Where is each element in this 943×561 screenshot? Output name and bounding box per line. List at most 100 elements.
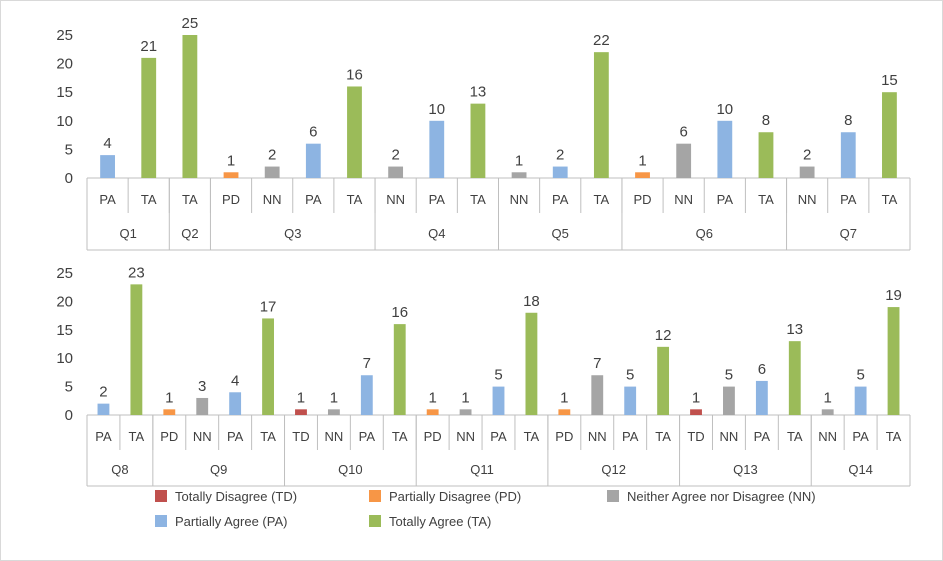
category-code-label: NN: [720, 429, 739, 444]
bar: [393, 324, 406, 415]
data-label: 1: [515, 152, 523, 169]
category-code-label: NN: [588, 429, 607, 444]
data-label: 1: [461, 389, 469, 406]
category-code-label: PD: [424, 429, 442, 444]
bar: [141, 57, 157, 178]
bar: [799, 166, 815, 178]
legend-label: Totally Agree (TA): [389, 514, 491, 529]
category-code-label: PD: [633, 192, 651, 207]
bar: [558, 409, 571, 415]
data-label: 22: [593, 32, 610, 49]
data-label: 1: [165, 389, 173, 406]
question-label: Q14: [848, 462, 873, 477]
bar: [635, 172, 650, 178]
data-label: 1: [824, 389, 832, 406]
legend-swatch: [369, 515, 381, 527]
category-code-label: NN: [263, 192, 282, 207]
category-code-label: TA: [594, 192, 610, 207]
category-code-label: NN: [798, 192, 817, 207]
y-tick-label: 15: [56, 322, 73, 339]
data-label: 2: [803, 147, 811, 164]
data-label: 8: [762, 112, 770, 129]
bar: [657, 346, 670, 415]
category-code-label: TA: [882, 192, 898, 207]
data-label: 3: [198, 378, 206, 395]
data-label: 16: [391, 304, 408, 321]
y-tick-label: 25: [56, 265, 73, 282]
bar: [130, 284, 143, 415]
category-code-label: NN: [386, 192, 405, 207]
question-label: Q5: [552, 226, 569, 241]
data-label: 1: [330, 389, 338, 406]
question-label: Q13: [733, 462, 758, 477]
category-code-label: PA: [852, 429, 869, 444]
data-label: 1: [692, 389, 700, 406]
data-label: 5: [856, 367, 864, 384]
category-code-label: PA: [99, 192, 116, 207]
y-tick-label: 0: [65, 170, 73, 187]
question-label: Q7: [840, 226, 857, 241]
bar: [821, 409, 834, 415]
data-label: 6: [309, 124, 317, 141]
category-code-label: NN: [325, 429, 344, 444]
bar: [295, 409, 307, 415]
category-code-label: PA: [95, 429, 112, 444]
bar: [887, 307, 900, 415]
bar: [388, 166, 404, 178]
legend-swatch: [155, 515, 167, 527]
data-label: 4: [231, 372, 239, 389]
category-code-label: PA: [717, 192, 734, 207]
category-code-label: TD: [687, 429, 704, 444]
bar: [163, 409, 176, 415]
y-tick-label: 10: [56, 350, 73, 367]
category-code-label: PD: [160, 429, 178, 444]
data-label: 6: [758, 361, 766, 378]
bar: [196, 397, 209, 415]
category-code-label: NN: [818, 429, 837, 444]
bar: [758, 132, 774, 178]
data-label: 5: [494, 367, 502, 384]
bar: [360, 375, 373, 415]
category-code-label: TA: [129, 429, 145, 444]
y-tick-label: 5: [65, 379, 73, 396]
category-code-label: TA: [886, 429, 902, 444]
data-label: 21: [140, 38, 157, 55]
category-code-label: TA: [260, 429, 276, 444]
legend-label: Partially Disagree (PD): [389, 489, 521, 504]
bar: [327, 409, 340, 415]
data-label: 6: [680, 124, 688, 141]
category-code-label: TA: [392, 429, 408, 444]
question-label: Q4: [428, 226, 445, 241]
bar: [223, 172, 239, 178]
question-label: Q9: [210, 462, 227, 477]
question-label: Q11: [470, 462, 494, 477]
category-code-label: TA: [655, 429, 671, 444]
data-label: 2: [391, 147, 399, 164]
category-code-label: PA: [622, 429, 639, 444]
bar: [552, 166, 568, 178]
bar: [97, 403, 110, 415]
data-label: 2: [556, 147, 564, 164]
category-code-label: PA: [305, 192, 322, 207]
bar: [492, 386, 505, 415]
category-code-label: TA: [524, 429, 540, 444]
bar: [459, 409, 472, 415]
data-label: 4: [103, 135, 111, 152]
data-label: 1: [428, 389, 436, 406]
bar: [229, 392, 242, 415]
bar: [788, 341, 801, 415]
legend-label: Partially Agree (PA): [175, 514, 287, 529]
bar: [511, 172, 527, 178]
data-label: 7: [593, 355, 601, 372]
y-tick-label: 0: [65, 407, 73, 424]
category-code-label: TA: [347, 192, 363, 207]
category-code-label: TA: [758, 192, 774, 207]
data-label: 19: [885, 287, 902, 304]
question-label: Q6: [696, 226, 713, 241]
category-code-label: PD: [555, 429, 573, 444]
bar: [840, 132, 856, 178]
data-label: 1: [297, 389, 305, 406]
data-label: 18: [523, 293, 540, 310]
bar: [182, 35, 198, 178]
bar: [717, 120, 733, 178]
